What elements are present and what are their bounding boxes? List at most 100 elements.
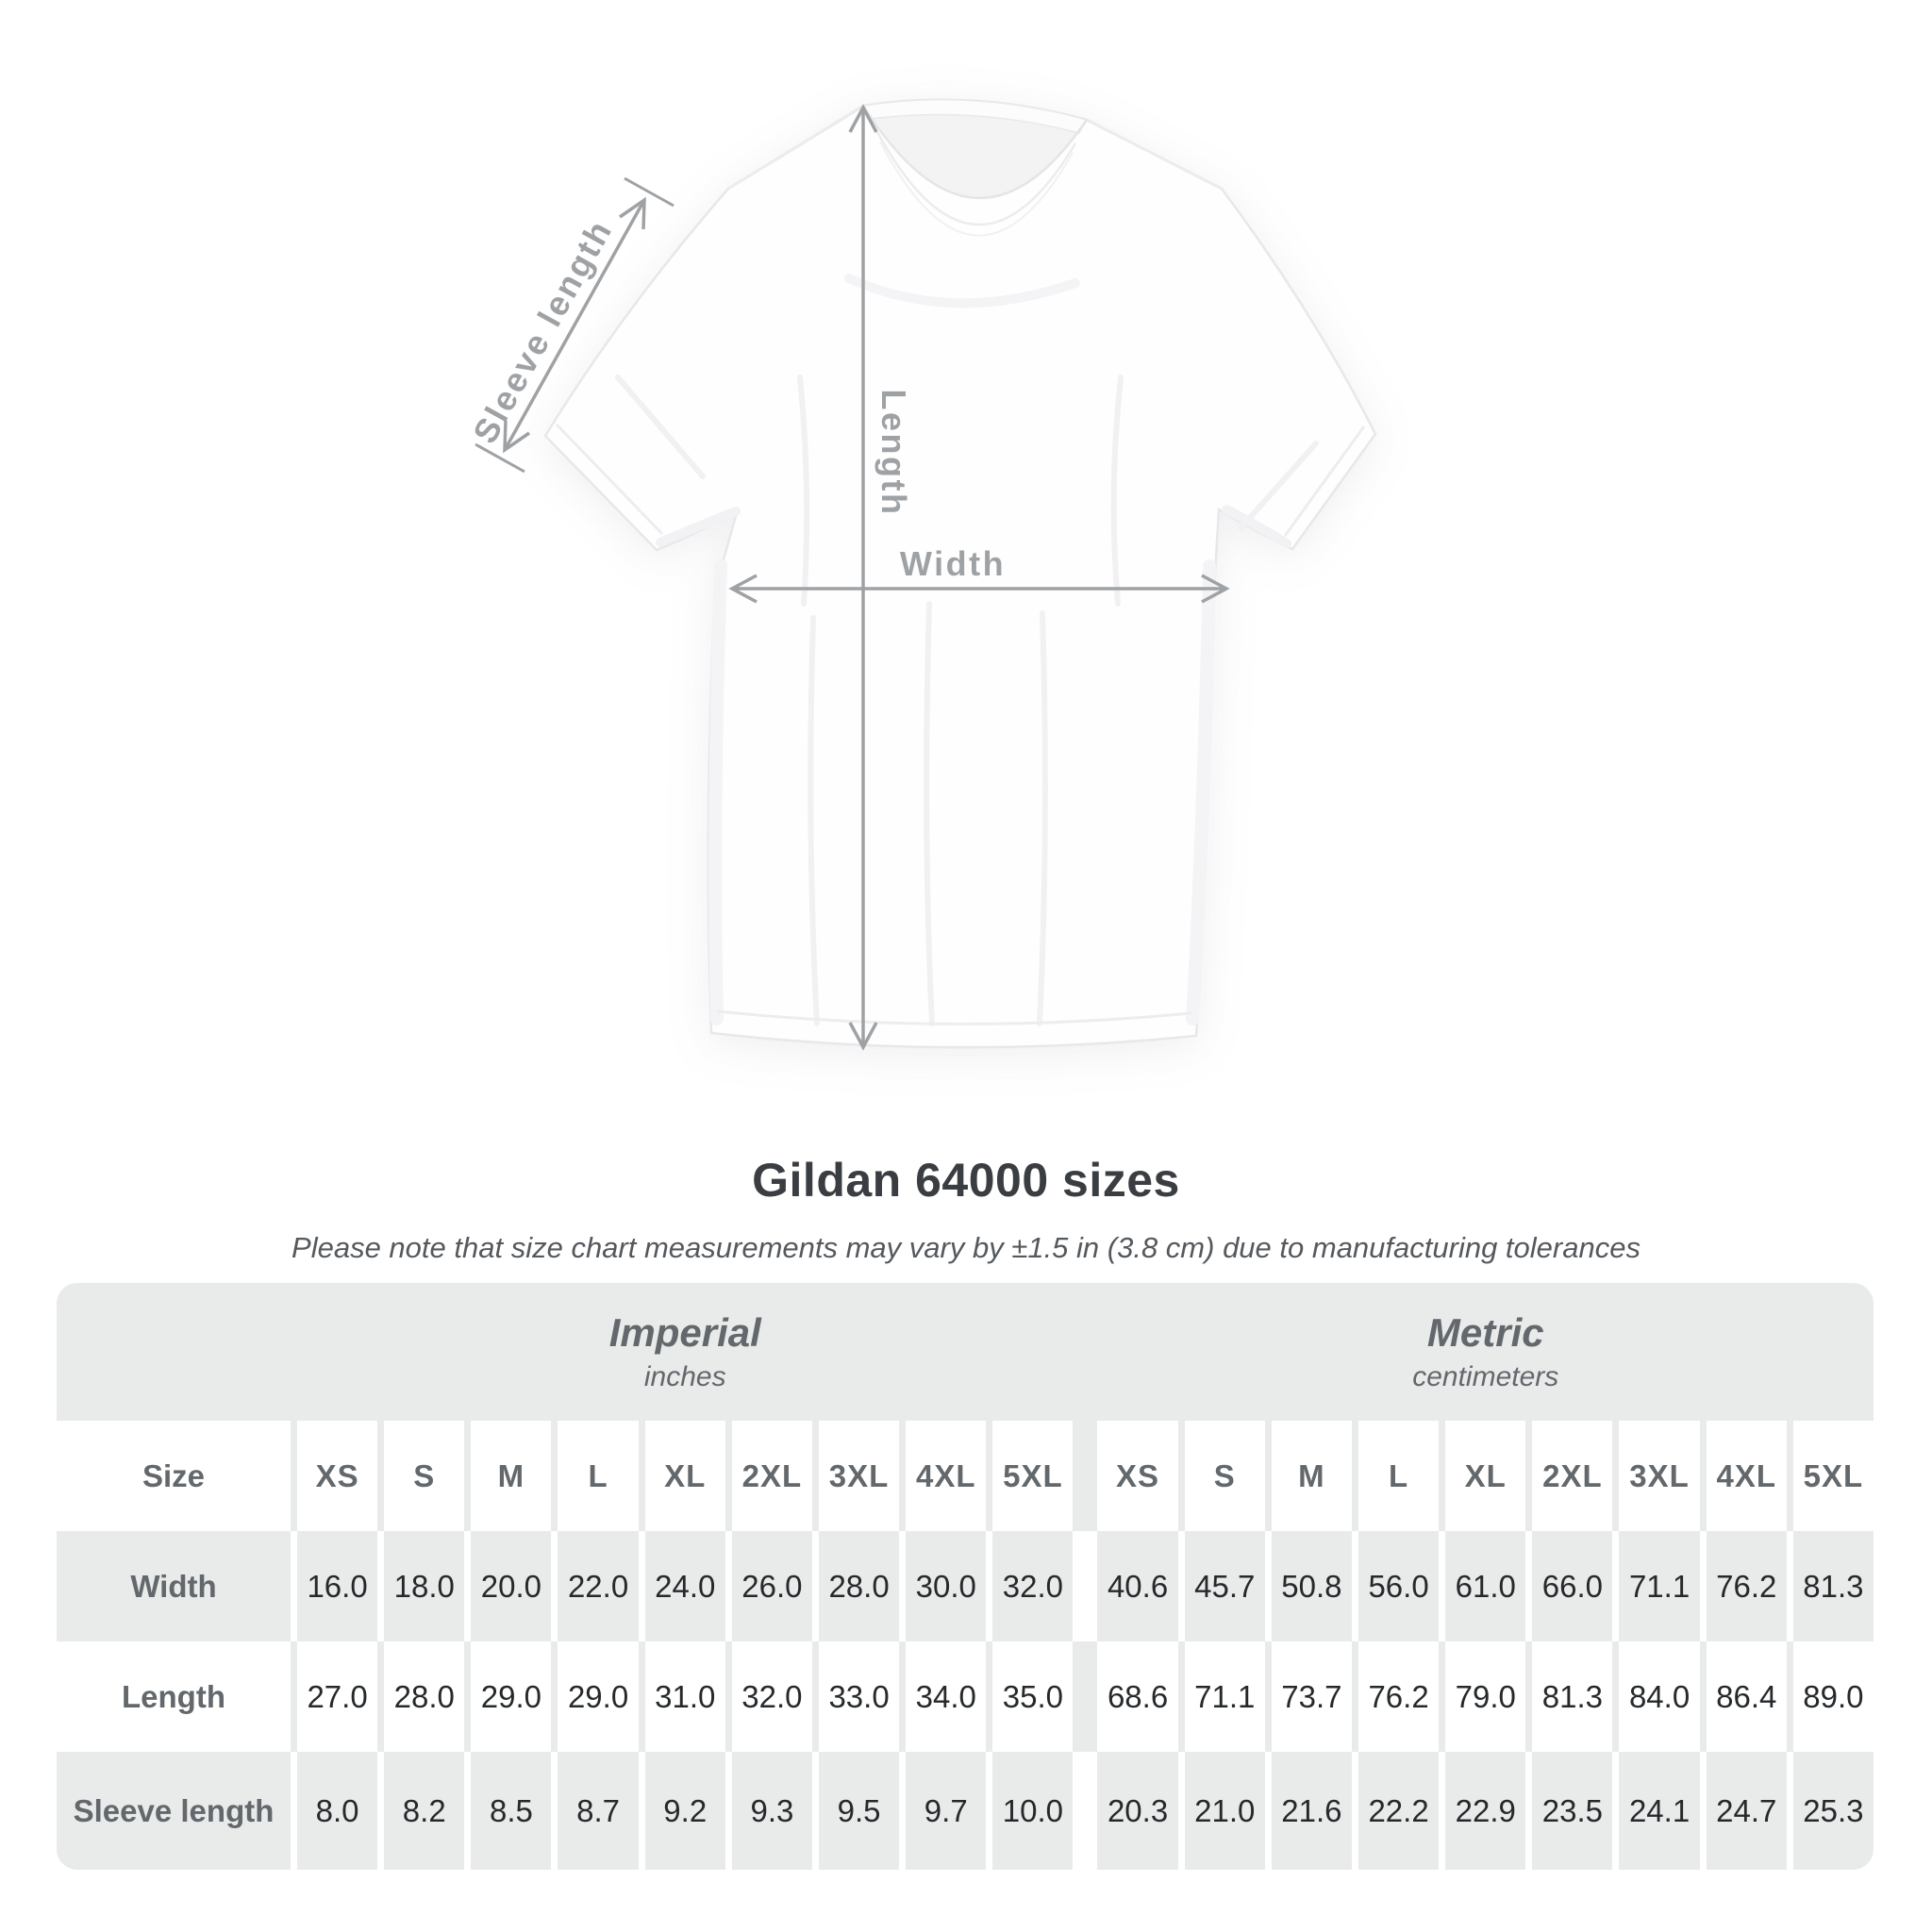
length-arrow: [848, 104, 878, 1051]
size-header-cell: M: [1271, 1421, 1352, 1531]
unit-group-imperial: Imperial inches: [297, 1310, 1074, 1393]
value-cell: 18.0: [384, 1531, 465, 1641]
imperial-unit: inches: [643, 1361, 726, 1392]
size-table: Imperial inches Metric centimeters Size …: [57, 1283, 1874, 1870]
size-header-cell: 4XL: [906, 1421, 987, 1531]
value-cell: 20.0: [471, 1531, 552, 1641]
size-header-cell: S: [1184, 1421, 1265, 1531]
size-header-cell: 4XL: [1706, 1421, 1787, 1531]
value-cell: 24.0: [644, 1531, 725, 1641]
value-cell: 81.3: [1532, 1641, 1613, 1752]
value-cell: 10.0: [992, 1752, 1074, 1870]
value-cell: 16.0: [297, 1531, 378, 1641]
value-cell: 76.2: [1357, 1641, 1440, 1752]
size-header-cell: S: [384, 1421, 465, 1531]
value-cell: 22.9: [1445, 1752, 1526, 1870]
size-header-cell: L: [558, 1421, 639, 1531]
length-label: Length: [874, 390, 913, 517]
value-cell: 66.0: [1532, 1531, 1613, 1641]
value-cell: 79.0: [1445, 1641, 1526, 1752]
table-row: Width 16.0 18.0 20.0 22.0 24.0 26.0 28.0 30.0 32.…: [57, 1531, 1874, 1641]
row-label-cell: Sleeve length: [57, 1752, 291, 1870]
value-cell: 26.0: [731, 1531, 812, 1641]
value-cell: 86.4: [1706, 1641, 1787, 1752]
value-cell: 56.0: [1357, 1531, 1440, 1641]
size-header-cell: 3XL: [818, 1421, 900, 1531]
group-divider: [1079, 1531, 1091, 1641]
value-cell: 84.0: [1619, 1641, 1700, 1752]
group-divider: [1079, 1641, 1091, 1752]
size-header-cell: 3XL: [1619, 1421, 1700, 1531]
value-cell: 34.0: [906, 1641, 987, 1752]
value-cell: 73.7: [1271, 1641, 1352, 1752]
value-cell: 28.0: [818, 1531, 900, 1641]
tolerance-note: Please note that size chart measurements…: [291, 1231, 1641, 1264]
value-cell: 22.2: [1357, 1752, 1440, 1870]
value-cell: 8.5: [471, 1752, 552, 1870]
value-cell: 24.1: [1619, 1752, 1700, 1870]
value-cell: 61.0: [1445, 1531, 1526, 1641]
value-cell: 50.8: [1271, 1531, 1352, 1641]
value-cell: 21.0: [1184, 1752, 1265, 1870]
table-row: Length 27.0 28.0 29.0 29.0 31.0 32.0 33.0 34.0 35…: [57, 1641, 1874, 1752]
value-cell: 28.0: [384, 1641, 465, 1752]
value-cell: 23.5: [1532, 1752, 1613, 1870]
metric-label: Metric: [1426, 1310, 1544, 1355]
value-cell: 68.6: [1097, 1641, 1178, 1752]
value-cell: 29.0: [558, 1641, 639, 1752]
value-cell: 8.0: [297, 1752, 378, 1870]
metric-unit: centimeters: [1412, 1361, 1559, 1392]
value-cell: 29.0: [471, 1641, 552, 1752]
value-cell: 71.1: [1184, 1641, 1265, 1752]
value-cell: 81.3: [1792, 1531, 1874, 1641]
size-header-cell: L: [1357, 1421, 1440, 1531]
group-divider: [1079, 1752, 1091, 1870]
imperial-label: Imperial: [608, 1310, 761, 1355]
value-cell: 35.0: [992, 1641, 1074, 1752]
value-cell: 20.3: [1097, 1752, 1178, 1870]
value-cell: 71.1: [1619, 1531, 1700, 1641]
unit-group-header: Imperial inches Metric centimeters: [57, 1283, 1874, 1421]
value-cell: 45.7: [1184, 1531, 1265, 1641]
unit-group-metric: Metric centimeters: [1098, 1310, 1874, 1393]
table-row: Sleeve length 8.0 8.2 8.5 8.7 9.2 9.3 9.5 9.7 10.…: [57, 1752, 1874, 1870]
value-cell: 32.0: [731, 1641, 812, 1752]
value-cell: 25.3: [1792, 1752, 1874, 1870]
value-cell: 31.0: [644, 1641, 725, 1752]
value-cell: 21.6: [1271, 1752, 1352, 1870]
size-header-cell: 2XL: [1532, 1421, 1613, 1531]
size-header-cell: XL: [644, 1421, 725, 1531]
value-cell: 89.0: [1792, 1641, 1874, 1752]
value-cell: 8.7: [558, 1752, 639, 1870]
value-cell: 24.7: [1706, 1752, 1787, 1870]
value-cell: 9.7: [906, 1752, 987, 1870]
size-header-cell: 2XL: [731, 1421, 812, 1531]
size-header-cell: M: [471, 1421, 552, 1531]
width-label: Width: [900, 544, 1006, 583]
group-divider: [1079, 1421, 1091, 1531]
value-cell: 9.3: [731, 1752, 812, 1870]
row-label-cell: Length: [57, 1641, 291, 1752]
size-column-header: Size: [57, 1421, 291, 1531]
width-arrow: [728, 574, 1230, 604]
size-header-cell: XS: [297, 1421, 378, 1531]
row-label-cell: Width: [57, 1531, 291, 1641]
collar: [863, 99, 1087, 198]
fabric-shading: [615, 274, 1319, 1026]
value-cell: 9.5: [818, 1752, 900, 1870]
value-cell: 8.2: [384, 1752, 465, 1870]
value-cell: 76.2: [1706, 1531, 1787, 1641]
size-header-row: Size XS S M L XL 2XL 3XL 4XL 5XL XS S M L XL 2XL 3XL 4XL…: [57, 1421, 1874, 1531]
size-header-cell: XS: [1097, 1421, 1178, 1531]
value-cell: 30.0: [906, 1531, 987, 1641]
page-title: Gildan 64000 sizes: [752, 1154, 1180, 1207]
value-cell: 33.0: [818, 1641, 900, 1752]
sleeve-length-arrow: [475, 176, 675, 474]
value-cell: 40.6: [1097, 1531, 1178, 1641]
size-header-cell: 5XL: [992, 1421, 1074, 1531]
size-header-cell: XL: [1445, 1421, 1526, 1531]
value-cell: 27.0: [297, 1641, 378, 1752]
tshirt-graphic: [543, 98, 1377, 1049]
value-cell: 9.2: [644, 1752, 725, 1870]
